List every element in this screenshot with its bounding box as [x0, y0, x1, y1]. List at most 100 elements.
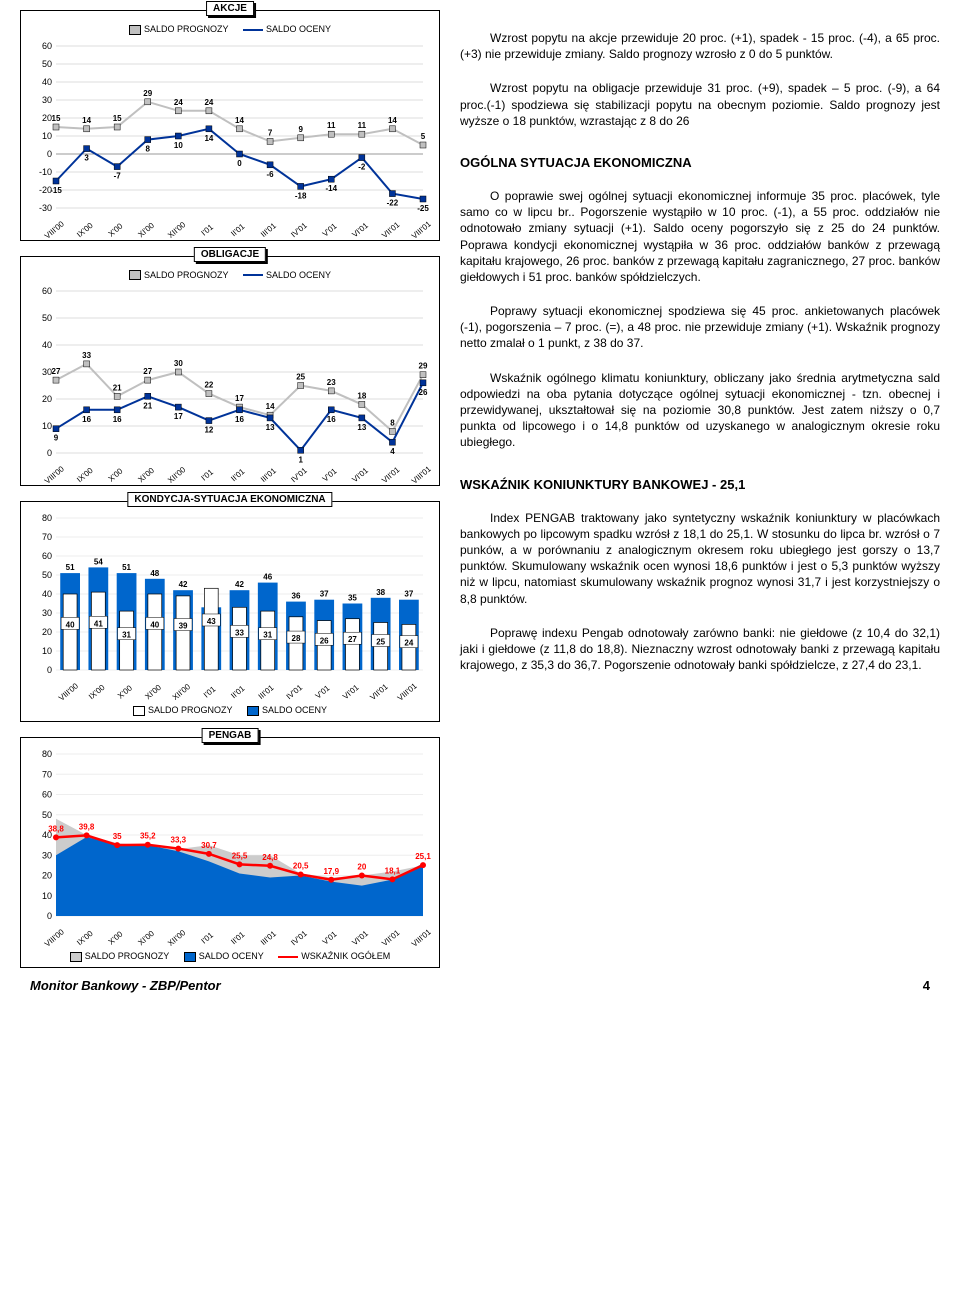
svg-text:24,8: 24,8 — [262, 853, 278, 862]
footer-left: Monitor Bankowy - ZBP/Pentor — [30, 978, 221, 993]
svg-text:35: 35 — [113, 832, 122, 841]
svg-text:30: 30 — [42, 95, 52, 105]
svg-text:30: 30 — [42, 367, 52, 377]
svg-text:30,7: 30,7 — [201, 841, 217, 850]
para: Wzrost popytu na akcje przewiduje 20 pro… — [460, 30, 940, 62]
legend: SALDO PROGNOZY SALDO OCENY — [26, 270, 434, 281]
para: O poprawie swej ogólnej sytuacji ekonomi… — [460, 188, 940, 285]
svg-text:40: 40 — [42, 589, 52, 599]
svg-text:-15: -15 — [50, 186, 62, 195]
svg-text:25,1: 25,1 — [415, 852, 431, 861]
svg-text:22: 22 — [204, 381, 213, 390]
svg-text:16: 16 — [327, 415, 336, 424]
svg-text:VIII'00: VIII'00 — [43, 927, 66, 946]
svg-text:43: 43 — [207, 617, 216, 626]
svg-text:24: 24 — [174, 97, 183, 106]
svg-text:II'01: II'01 — [229, 684, 247, 700]
svg-text:III'01: III'01 — [259, 466, 278, 483]
footer: Monitor Bankowy - ZBP/Pentor 4 — [0, 973, 960, 1003]
svg-text:60: 60 — [42, 41, 52, 51]
page-number: 4 — [923, 978, 930, 993]
svg-text:VIII'00: VIII'00 — [43, 464, 66, 483]
legend: SALDO PROGNOZY SALDO OCENY — [26, 705, 434, 716]
svg-text:20: 20 — [42, 394, 52, 404]
svg-text:15: 15 — [52, 114, 61, 123]
svg-text:IX'00: IX'00 — [87, 683, 107, 700]
svg-text:X'00: X'00 — [116, 683, 134, 700]
svg-text:18: 18 — [357, 392, 366, 401]
svg-text:37: 37 — [404, 590, 413, 599]
svg-text:38,8: 38,8 — [48, 824, 64, 833]
svg-text:27: 27 — [52, 367, 61, 376]
svg-text:35: 35 — [348, 594, 357, 603]
svg-text:26: 26 — [320, 637, 329, 646]
svg-text:VI'01: VI'01 — [350, 220, 370, 237]
svg-text:17: 17 — [235, 394, 244, 403]
svg-text:I'01: I'01 — [202, 684, 218, 699]
svg-text:50: 50 — [42, 570, 52, 580]
chart-svg: -30-20-100102030405060VIII'00IX'00X'00XI… — [26, 38, 431, 238]
svg-text:16: 16 — [235, 415, 244, 424]
svg-text:17,9: 17,9 — [323, 867, 339, 876]
svg-text:8: 8 — [146, 144, 151, 153]
svg-text:13: 13 — [266, 423, 275, 432]
svg-text:IV'01: IV'01 — [289, 220, 309, 237]
chart-pengab: PENGAB 01020304050607080VIII'00IX'00X'00… — [20, 737, 440, 968]
svg-text:33: 33 — [235, 629, 244, 638]
svg-text:XI'00: XI'00 — [143, 683, 163, 700]
svg-text:42: 42 — [179, 580, 188, 589]
svg-text:14: 14 — [266, 402, 275, 411]
svg-text:XII'00: XII'00 — [166, 928, 188, 946]
svg-text:XI'00: XI'00 — [136, 928, 156, 945]
svg-text:41: 41 — [94, 620, 103, 629]
svg-text:XII'00: XII'00 — [166, 465, 188, 483]
svg-text:VI'01: VI'01 — [350, 466, 370, 483]
svg-text:38: 38 — [376, 588, 385, 597]
svg-text:13: 13 — [357, 423, 366, 432]
svg-text:50: 50 — [42, 810, 52, 820]
svg-text:33: 33 — [82, 351, 91, 360]
svg-text:23: 23 — [327, 378, 336, 387]
svg-text:1: 1 — [298, 456, 303, 465]
svg-text:III'01: III'01 — [259, 220, 278, 237]
svg-text:25: 25 — [376, 638, 385, 647]
svg-text:60: 60 — [42, 551, 52, 561]
svg-text:-7: -7 — [114, 171, 122, 180]
chart-title: OBLIGACJE — [194, 247, 266, 262]
svg-text:-22: -22 — [387, 198, 399, 207]
svg-text:7: 7 — [268, 128, 273, 137]
svg-text:29: 29 — [419, 362, 428, 371]
chart-svg: 01020304050607080VIII'00IX'00X'00XI'00XI… — [26, 510, 431, 700]
svg-text:27: 27 — [348, 635, 357, 644]
svg-text:27: 27 — [143, 367, 152, 376]
svg-text:24: 24 — [204, 97, 213, 106]
svg-text:21: 21 — [143, 402, 152, 411]
svg-text:14: 14 — [235, 115, 244, 124]
legend: SALDO PROGNOZY SALDO OCENY WSKAŹNIK OGÓŁ… — [26, 951, 434, 962]
svg-text:II'01: II'01 — [229, 221, 247, 237]
svg-text:14: 14 — [204, 133, 213, 142]
svg-text:I'01: I'01 — [200, 222, 216, 237]
svg-text:0: 0 — [47, 149, 52, 159]
svg-text:VIII'00: VIII'00 — [57, 681, 80, 700]
svg-text:III'01: III'01 — [257, 683, 276, 700]
svg-text:XII'00: XII'00 — [171, 682, 193, 700]
svg-text:37: 37 — [320, 590, 329, 599]
svg-text:26: 26 — [419, 388, 428, 397]
svg-text:31: 31 — [122, 631, 131, 640]
svg-text:20: 20 — [42, 113, 52, 123]
svg-text:XI'00: XI'00 — [136, 220, 156, 237]
svg-text:70: 70 — [42, 769, 52, 779]
para: Poprawy sytuacji ekonomicznej spodziewa … — [460, 303, 940, 352]
svg-text:3: 3 — [84, 153, 89, 162]
svg-text:15: 15 — [113, 114, 122, 123]
chart-title: KONDYCJA-SYTUACJA EKONOMICZNA — [127, 492, 332, 507]
svg-text:9: 9 — [54, 434, 59, 443]
svg-text:10: 10 — [42, 891, 52, 901]
svg-text:36: 36 — [292, 592, 301, 601]
svg-text:IX'00: IX'00 — [75, 220, 95, 237]
svg-text:40: 40 — [66, 621, 75, 630]
chart-akcje: AKCJE SALDO PROGNOZY SALDO OCENY -30-20-… — [20, 10, 440, 241]
svg-text:29: 29 — [143, 88, 152, 97]
chart-title: PENGAB — [202, 728, 259, 743]
